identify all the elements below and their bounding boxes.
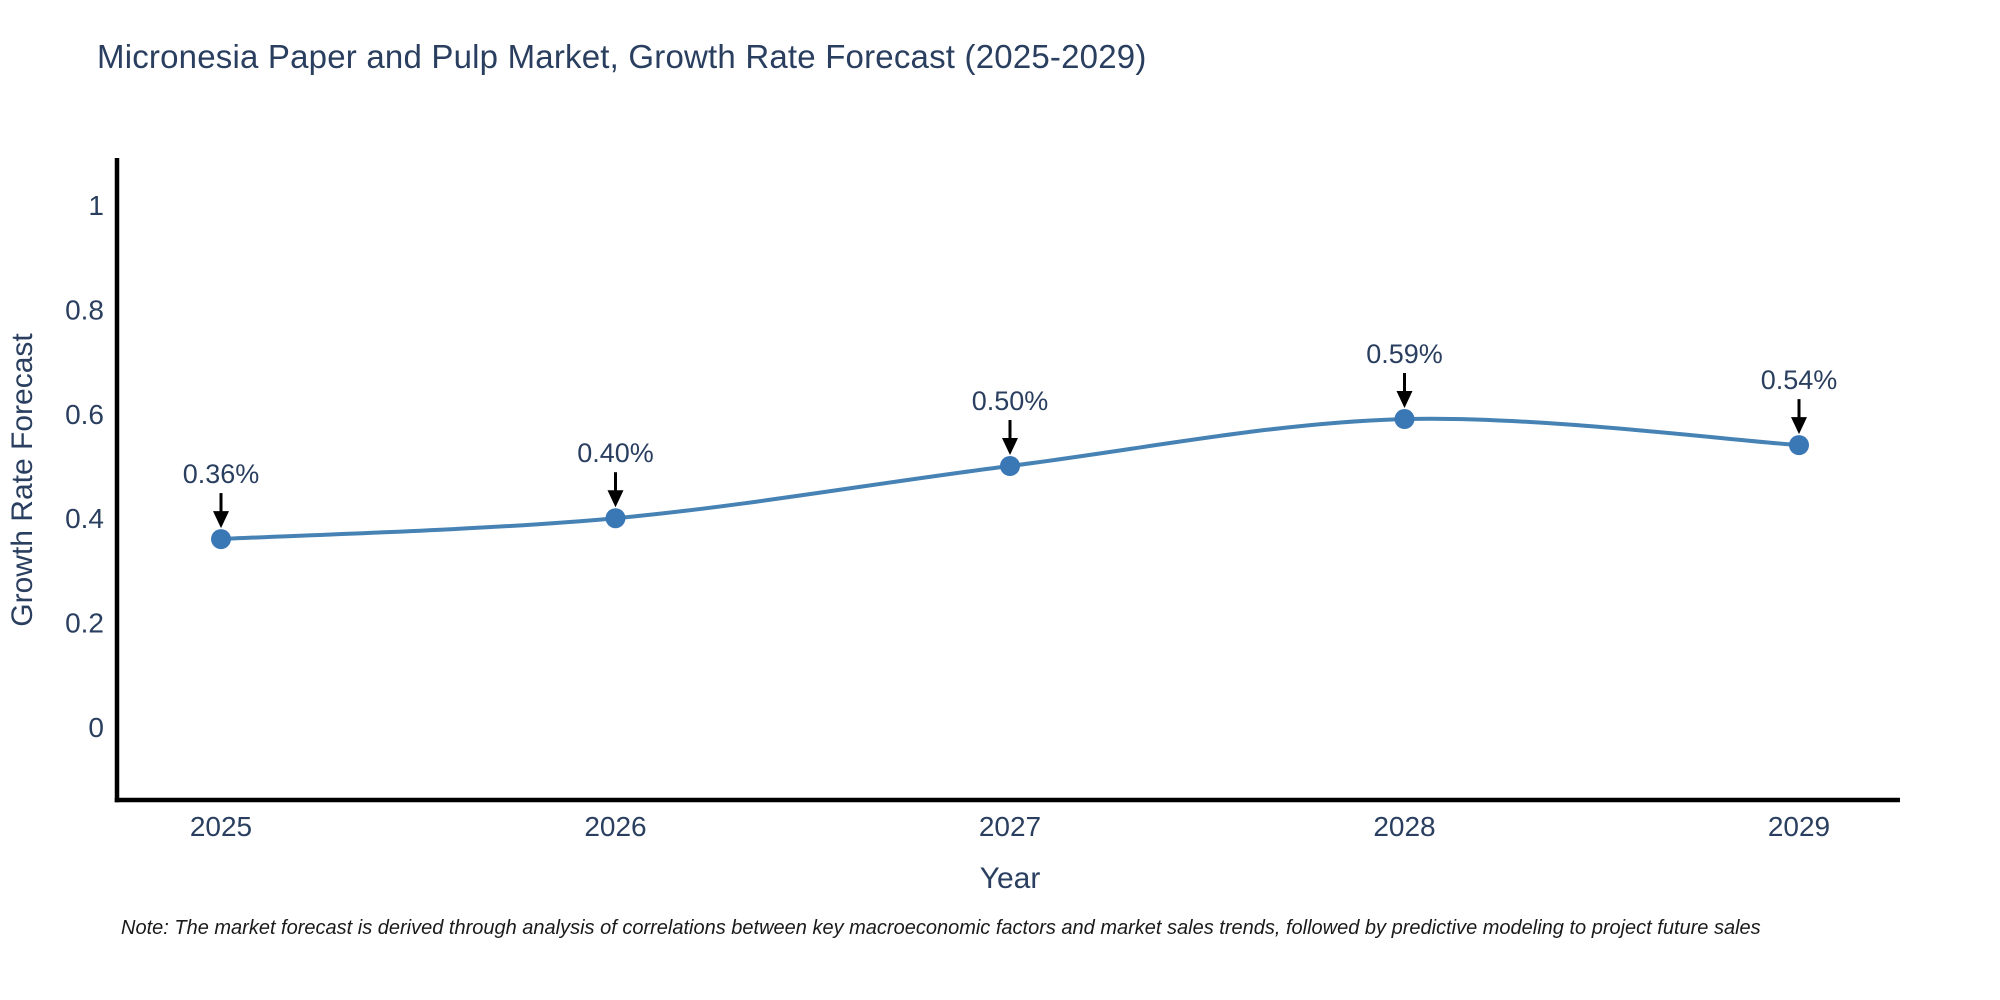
data-point-marker [211, 529, 231, 550]
annotation-label: 0.40% [577, 438, 654, 468]
y-axis-title: Growth Rate Forecast [6, 333, 39, 627]
annotation-arrowhead [1396, 391, 1413, 409]
x-tick-label: 2028 [1373, 811, 1435, 842]
y-tick-label: 1 [88, 190, 104, 221]
data-point-marker [1000, 456, 1020, 476]
annotation-label: 0.59% [1366, 339, 1443, 369]
x-tick-label: 2029 [1768, 811, 1830, 842]
y-tick-label: 0 [88, 712, 104, 743]
annotation-arrowhead [1002, 438, 1018, 455]
x-tick-label: 2025 [190, 811, 252, 842]
chart-title: Micronesia Paper and Pulp Market, Growth… [97, 38, 1147, 75]
x-tick-label: 2027 [979, 811, 1041, 842]
y-tick-label: 0.6 [65, 399, 104, 430]
y-tick-label: 0.2 [65, 608, 104, 639]
annotation-label: 0.50% [972, 386, 1049, 416]
y-tick-label: 0.8 [65, 294, 104, 325]
annotation-label: 0.54% [1761, 365, 1838, 395]
annotation-arrowhead [1791, 417, 1807, 435]
data-point-marker [1789, 435, 1809, 456]
annotation-arrowhead [607, 490, 624, 508]
chart-note: Note: The market forecast is derived thr… [121, 917, 1761, 939]
y-tick-label: 0.4 [65, 503, 104, 534]
annotation-label: 0.36% [183, 459, 260, 489]
annotation-arrowhead [213, 511, 229, 529]
data-point-marker [1394, 409, 1415, 430]
x-tick-label: 2026 [584, 811, 646, 842]
data-point-marker [605, 508, 626, 529]
x-axis-title: Year [980, 862, 1041, 895]
